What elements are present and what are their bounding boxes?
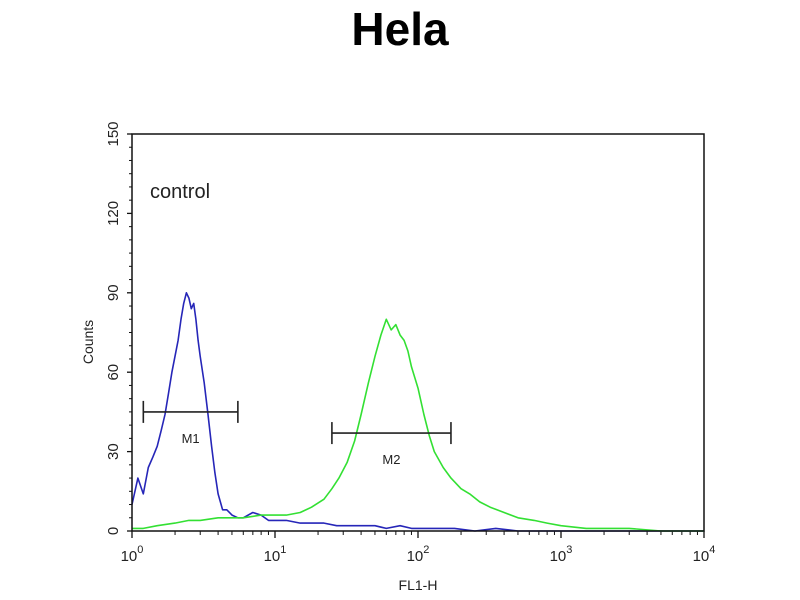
series-layer	[131, 291, 704, 532]
y-tick-label-0: 0	[105, 527, 122, 535]
y-tick-label-4: 120	[105, 201, 122, 226]
y-tick-label-2: 60	[105, 364, 122, 381]
y-tick-label-5: 150	[105, 121, 122, 146]
gate-m2-label: M2	[382, 452, 400, 467]
control-annotation: control	[150, 181, 210, 203]
gate-m1-label: M1	[182, 431, 200, 446]
y-tick-label-1: 30	[105, 443, 122, 460]
series-line-1	[132, 318, 704, 532]
x-tick-label-2: 102	[407, 544, 430, 565]
y-axis-label: Counts	[80, 320, 96, 364]
gates-layer: M1 M2	[142, 400, 452, 467]
x-tick-label-4: 104	[693, 544, 716, 565]
x-tick-label-0: 100	[121, 544, 144, 565]
y-tick-label-3: 90	[105, 284, 122, 301]
x-axis-label: FL1-H	[399, 577, 438, 593]
plot-frame	[131, 133, 705, 532]
series-line-0	[131, 291, 704, 532]
chart-title: Hela	[351, 3, 449, 55]
x-tick-label-3: 103	[550, 544, 573, 565]
x-tick-label-1: 101	[264, 544, 287, 565]
